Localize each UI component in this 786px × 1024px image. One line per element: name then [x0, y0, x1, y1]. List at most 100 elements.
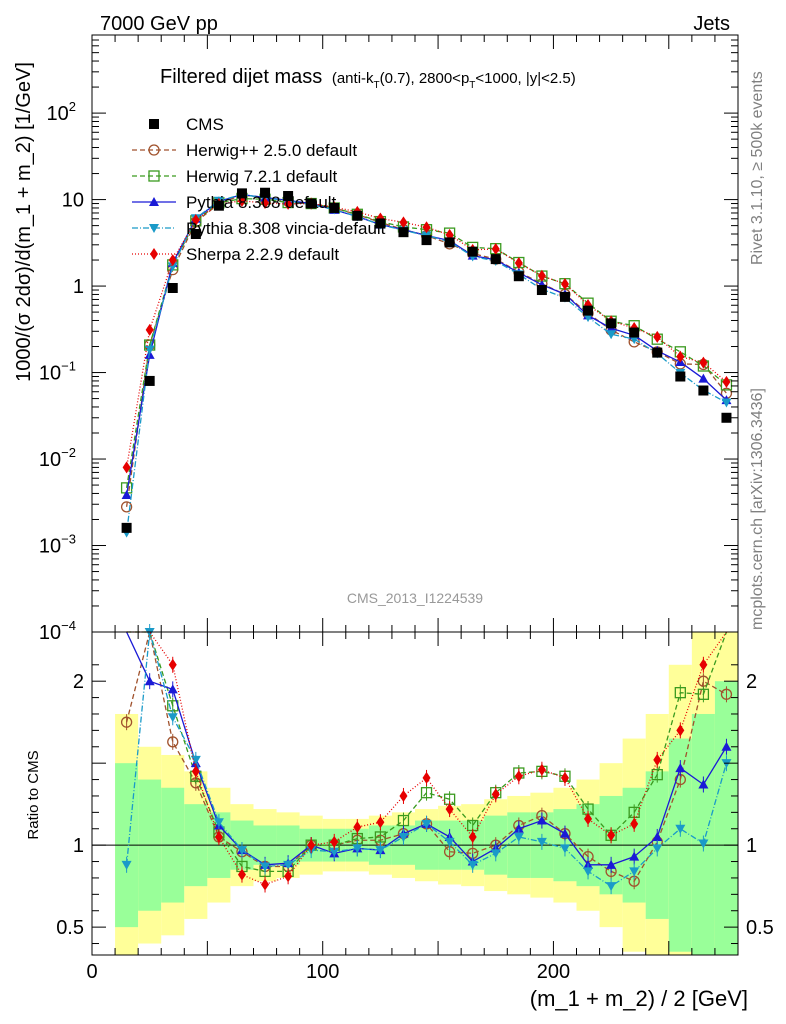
series-point-Sherpa [422, 221, 431, 234]
ratio-point-Herwig7 [697, 688, 710, 700]
ratio-point-Pythia [675, 763, 686, 773]
ratio-point-Vincia [121, 860, 132, 870]
y-tick-label: 10 [62, 190, 84, 212]
ratio-point-Pythia [652, 831, 663, 841]
x-axis-label: (m_1 + m_2) / 2 [GeV] [530, 986, 748, 1011]
ratio-point-Sherpa [676, 724, 685, 737]
series-point-Sherpa [722, 375, 731, 388]
series-point-Pythia [698, 373, 709, 383]
ratio-point-Pythia [629, 851, 640, 861]
data-point-cms [190, 229, 201, 239]
series-point-Herwig++ [120, 501, 133, 513]
series-point-Sherpa [537, 269, 546, 282]
x-tick-label: 100 [306, 961, 339, 983]
y-tick-label: 10−2 [39, 445, 76, 471]
data-point-cms [329, 202, 340, 213]
ratio-point-Herwig++ [167, 736, 179, 748]
ratio-point-Sherpa [468, 830, 477, 843]
ratio-point-Vincia [260, 862, 271, 872]
legend-marker-Herwig7 [148, 170, 160, 182]
y-tick-label: 10−3 [39, 532, 76, 558]
x-tick-label: 200 [537, 961, 570, 983]
x-tick-label: 0 [86, 961, 97, 983]
series-point-Vincia [167, 262, 178, 272]
analysis-watermark: CMS_2013_I1224539 [347, 590, 483, 606]
ratio-band-inner [714, 681, 738, 955]
ratio-point-Pythia [606, 859, 617, 869]
ratio-point-Vincia [467, 860, 478, 870]
series-point-Sherpa [191, 214, 200, 227]
series-point-Sherpa [560, 277, 569, 290]
beam-label: 7000 GeV pp [100, 13, 218, 35]
ratio-point-Pythia [721, 741, 732, 751]
ratio-point-Pythia [513, 823, 524, 833]
ratio-point-Sherpa [422, 771, 431, 784]
ratio-point-Sherpa [653, 753, 662, 766]
series-point-Sherpa [491, 242, 500, 255]
ratio-tick-label-right: 0.5 [746, 917, 774, 939]
ratio-point-Sherpa [399, 789, 408, 802]
ratio-point-Sherpa [514, 770, 523, 783]
legend-marker-CMS [149, 119, 159, 129]
ratio-point-Pythia [559, 828, 570, 838]
ratio-tick-label-right: 2 [746, 671, 757, 693]
series-point-Vincia [606, 330, 617, 340]
main-panel: 10−4 10−3 10−2 10−1 1 10 102 [39, 34, 739, 644]
ratio-point-Vincia [236, 846, 247, 856]
data-point-cms [236, 188, 247, 199]
y-tick-label: 102 [47, 99, 76, 125]
data-point-cms [583, 305, 594, 316]
ratio-point-Sherpa [699, 658, 708, 671]
ratio-point-Sherpa [491, 788, 500, 801]
ratio-point-Vincia [559, 844, 570, 854]
ratio-point-Sherpa [330, 835, 339, 848]
ratio-point-Sherpa [607, 829, 616, 842]
process-label: Jets [693, 13, 730, 35]
data-point-cms [306, 198, 317, 209]
ratio-point-Sherpa [353, 821, 362, 834]
ratio-point-Vincia [698, 839, 709, 849]
ratio-band-inner [691, 713, 715, 955]
legend: CMS Herwig++ 2.5.0 default Herwig 7.2.1 de… [132, 115, 386, 264]
data-point-cms [444, 237, 455, 248]
data-point-cms [283, 191, 294, 202]
ratio-point-Sherpa [376, 816, 385, 829]
data-point-cms [536, 285, 547, 296]
ratio-point-Sherpa [168, 658, 177, 671]
ratio-tick-label: 2 [73, 671, 84, 693]
ratio-tick-label-right: 1 [746, 835, 757, 857]
series-point-Sherpa [653, 330, 662, 343]
legend-marker-Herwig++ [148, 144, 160, 156]
series-point-Pythia [121, 489, 132, 499]
ratio-point-Vincia [398, 832, 409, 842]
source-label: mcplots.cern.ch [arXiv:1306.3436] [749, 388, 766, 630]
ratio-point-Vincia [490, 849, 501, 859]
data-point-cms [513, 271, 524, 282]
y-axis-label: 1000/(σ 2dσ)/d(m_1 + m_2) [1/GeV] [13, 62, 35, 382]
data-point-cms [490, 254, 501, 265]
chart-title-main: Filtered dijet mass [160, 66, 322, 88]
ratio-point-Pythia [698, 779, 709, 789]
ratio-point-Sherpa [630, 817, 639, 830]
ratio-point-Vincia [213, 818, 224, 828]
data-point-cms [721, 412, 732, 423]
chart-title-note: (anti-kT(0.7), 2800<pT<1000, |y|<2.5) [332, 70, 576, 91]
data-point-cms [213, 200, 224, 211]
legend-marker-Vincia [149, 224, 159, 233]
y-tick-label: 10−4 [39, 618, 76, 644]
ratio-point-Sherpa [307, 839, 316, 852]
data-point-cms [375, 218, 386, 229]
ratio-point-Vincia [444, 837, 455, 847]
data-point-cms [121, 522, 132, 533]
ratio-point-Vincia [606, 882, 617, 892]
ratio-point-Vincia [329, 847, 340, 857]
ratio-point-Vincia [675, 824, 686, 834]
data-point-cms [629, 327, 640, 338]
ratio-point-Vincia [190, 755, 201, 765]
chart-title: Filtered dijet mass (anti-kT(0.7), 2800<… [160, 66, 576, 91]
legend-label-Herwig++: Herwig++ 2.5.0 default [186, 141, 357, 160]
ratio-point-Sherpa [537, 763, 546, 776]
series-point-Vincia [144, 345, 155, 355]
series-line-Herwig7 [125, 197, 727, 488]
legend-marker-Sherpa [150, 248, 158, 260]
